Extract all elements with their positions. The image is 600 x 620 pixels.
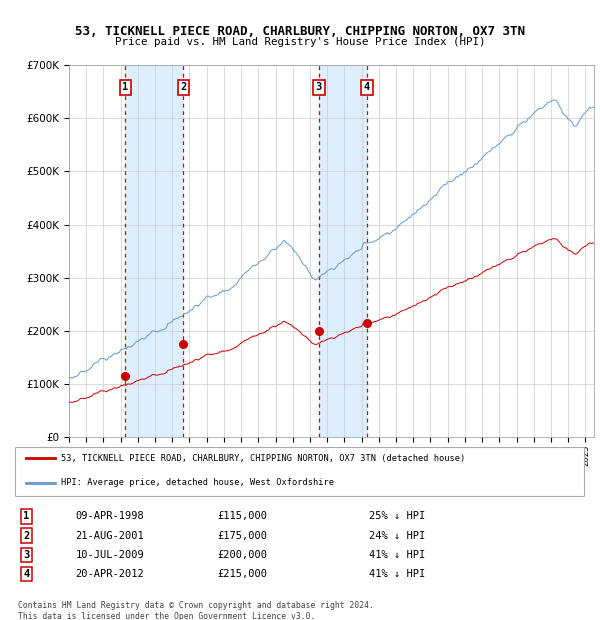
Text: 41% ↓ HPI: 41% ↓ HPI <box>369 550 425 560</box>
Text: 09-APR-1998: 09-APR-1998 <box>76 512 144 521</box>
Text: 3: 3 <box>23 550 29 560</box>
Text: 4: 4 <box>364 82 370 92</box>
Text: HPI: Average price, detached house, West Oxfordshire: HPI: Average price, detached house, West… <box>61 478 334 487</box>
Text: 20-APR-2012: 20-APR-2012 <box>76 569 144 579</box>
Bar <box>319 65 367 437</box>
Text: Contains HM Land Registry data © Crown copyright and database right 2024.
This d: Contains HM Land Registry data © Crown c… <box>18 601 374 620</box>
Text: 41% ↓ HPI: 41% ↓ HPI <box>369 569 425 579</box>
Text: £200,000: £200,000 <box>217 550 268 560</box>
Text: 2: 2 <box>23 531 29 541</box>
Text: £215,000: £215,000 <box>217 569 268 579</box>
Text: 24% ↓ HPI: 24% ↓ HPI <box>369 531 425 541</box>
FancyBboxPatch shape <box>15 447 584 497</box>
Text: 53, TICKNELL PIECE ROAD, CHARLBURY, CHIPPING NORTON, OX7 3TN: 53, TICKNELL PIECE ROAD, CHARLBURY, CHIP… <box>75 25 525 38</box>
Text: 1: 1 <box>122 82 128 92</box>
Bar <box>125 65 183 437</box>
Text: 21-AUG-2001: 21-AUG-2001 <box>76 531 144 541</box>
Text: 3: 3 <box>316 82 322 92</box>
Text: 25% ↓ HPI: 25% ↓ HPI <box>369 512 425 521</box>
Text: 1: 1 <box>23 512 29 521</box>
Text: 2: 2 <box>180 82 187 92</box>
Text: 10-JUL-2009: 10-JUL-2009 <box>76 550 144 560</box>
Text: 4: 4 <box>23 569 29 579</box>
Text: 53, TICKNELL PIECE ROAD, CHARLBURY, CHIPPING NORTON, OX7 3TN (detached house): 53, TICKNELL PIECE ROAD, CHARLBURY, CHIP… <box>61 454 465 463</box>
Text: £175,000: £175,000 <box>217 531 268 541</box>
Text: £115,000: £115,000 <box>217 512 268 521</box>
Text: Price paid vs. HM Land Registry's House Price Index (HPI): Price paid vs. HM Land Registry's House … <box>115 37 485 47</box>
